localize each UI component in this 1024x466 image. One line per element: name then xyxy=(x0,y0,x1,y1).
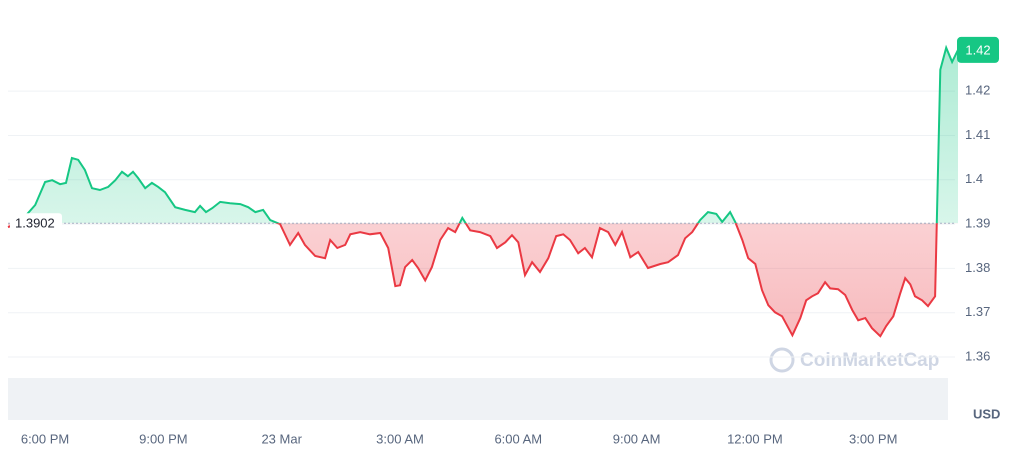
baseline-label: 1.3902 xyxy=(15,216,55,231)
area-down xyxy=(8,223,958,337)
x-tick-label: 23 Mar xyxy=(261,431,302,446)
price-line-down xyxy=(7,223,938,338)
y-tick-label: 1.41 xyxy=(965,127,990,142)
watermark-text: CoinMarketCap xyxy=(800,350,939,371)
y-tick-label: 1.37 xyxy=(965,304,990,319)
y-tick-label: 1.42 xyxy=(965,83,990,98)
x-tick-label: 9:00 AM xyxy=(613,431,661,446)
x-tick-label: 12:00 PM xyxy=(727,431,783,446)
x-tick-label: 3:00 AM xyxy=(376,431,424,446)
x-tick-label: 9:00 PM xyxy=(139,431,187,446)
y-tick-label: 1.39 xyxy=(965,216,990,231)
currency-label: USD xyxy=(973,406,1000,421)
baseline-label-box xyxy=(10,213,62,234)
area-up xyxy=(17,47,958,224)
x-tick-label: 6:00 PM xyxy=(21,431,69,446)
x-tick-label: 6:00 AM xyxy=(494,431,542,446)
watermark: CoinMarketCap xyxy=(769,347,939,373)
y-tick-label: 1.38 xyxy=(965,260,990,275)
last-price-label: 1.42 xyxy=(965,42,990,57)
y-tick-label: 1.4 xyxy=(965,171,983,186)
last-price-box xyxy=(957,36,999,63)
x-tick-label: 3:00 PM xyxy=(849,431,897,446)
y-tick-label: 1.36 xyxy=(965,348,990,363)
price-line-up xyxy=(14,44,959,224)
volume-band xyxy=(8,378,948,420)
